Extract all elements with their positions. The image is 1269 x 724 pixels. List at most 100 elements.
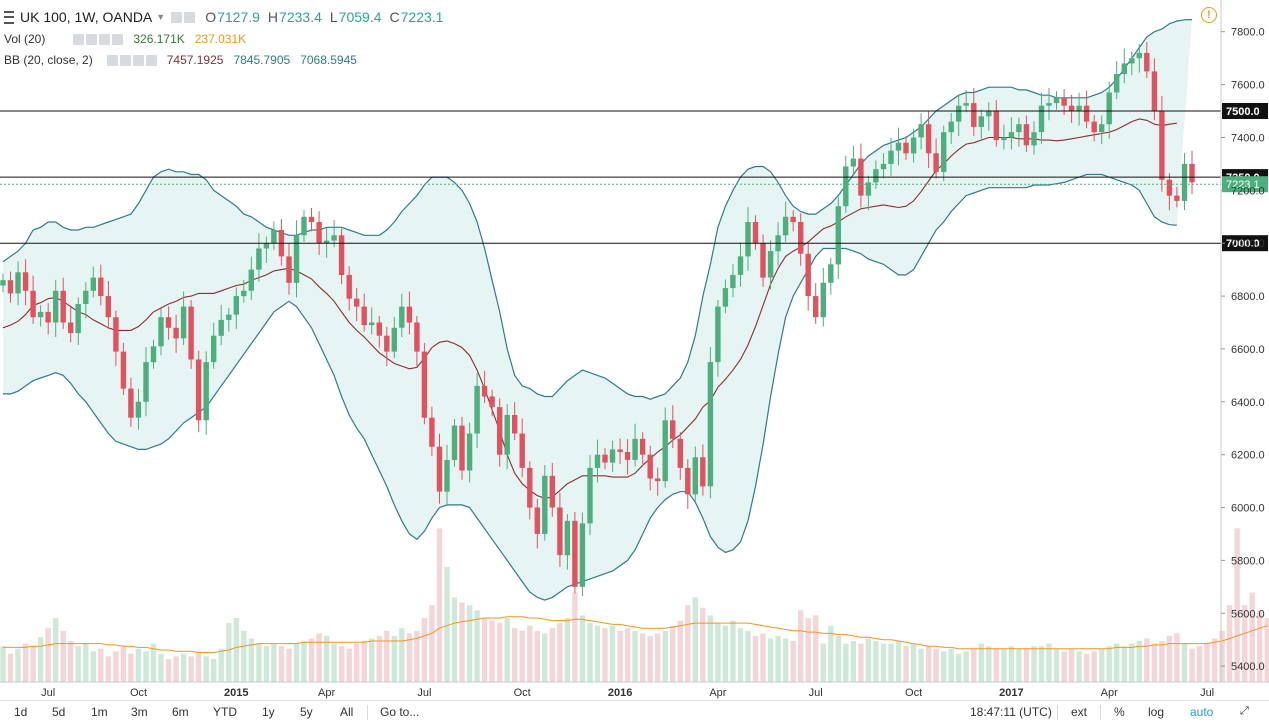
candle[interactable]	[572, 512, 577, 593]
level-label: 7500.0	[1226, 106, 1260, 118]
timeframe-3m[interactable]: 3m	[131, 705, 148, 719]
timeframe-ytd[interactable]: YTD	[213, 705, 237, 719]
candle-body	[8, 280, 13, 293]
settings-icon[interactable]	[184, 12, 195, 23]
candle-body	[286, 256, 291, 282]
auto-toggle[interactable]: auto	[1190, 705, 1213, 719]
volume-bar	[595, 626, 600, 682]
volume-bar	[986, 646, 991, 682]
timeframe-1m[interactable]: 1m	[91, 705, 108, 719]
log-toggle[interactable]: log	[1148, 705, 1164, 719]
candle-body	[918, 124, 923, 137]
settings-icon[interactable]	[120, 55, 131, 66]
timeframe-1y[interactable]: 1y	[262, 705, 275, 719]
candle[interactable]	[836, 198, 841, 279]
candle[interactable]	[813, 283, 818, 324]
candle-body	[1167, 180, 1172, 196]
volume-bar	[1107, 646, 1112, 682]
fullscreen-icon[interactable]: ⤢	[1240, 705, 1249, 718]
close-icon[interactable]	[112, 34, 123, 45]
candle-body	[437, 447, 442, 492]
volume-bar	[497, 623, 502, 682]
candle[interactable]	[188, 300, 193, 369]
candle[interactable]	[1189, 151, 1194, 194]
alert-icon[interactable]: !	[1201, 7, 1217, 23]
volume-bar	[211, 659, 216, 682]
candle[interactable]	[828, 258, 833, 295]
volume-bar	[550, 628, 555, 682]
menu-icon[interactable]	[4, 11, 14, 24]
volume-bar	[663, 631, 668, 682]
candle[interactable]	[452, 419, 457, 467]
candle-body	[572, 521, 577, 587]
candle-body	[38, 312, 43, 317]
candle-body	[1054, 98, 1059, 103]
candle-body	[136, 402, 141, 418]
volume-bar	[866, 639, 871, 683]
timeframe-all[interactable]: All	[340, 705, 353, 719]
timeframe-1d[interactable]: 1d	[14, 705, 27, 719]
timeframe-5d[interactable]: 5d	[52, 705, 65, 719]
remove-icon[interactable]	[99, 34, 110, 45]
volume-bar	[1009, 646, 1014, 682]
candle-body	[482, 386, 487, 397]
volume-bar	[580, 615, 585, 682]
candle-body	[1144, 53, 1149, 72]
candle[interactable]	[542, 465, 547, 541]
eye-icon[interactable]	[73, 34, 84, 45]
candle-body	[715, 307, 720, 363]
bb-indicator-name[interactable]: BB (20, close, 2)	[4, 53, 93, 67]
volume-bar	[1152, 644, 1157, 682]
bb-value-2: 7845.7905	[233, 53, 290, 67]
candle[interactable]	[708, 347, 713, 498]
candle-body	[1189, 164, 1194, 183]
candle-body	[903, 143, 908, 154]
eye-icon[interactable]	[171, 12, 182, 23]
volume-bar	[527, 626, 532, 682]
candle-body	[806, 254, 811, 296]
candle-body	[888, 151, 893, 164]
time-tick-label: 2015	[224, 687, 248, 699]
chevron-down-icon[interactable]: ▼	[156, 12, 165, 22]
ext-toggle[interactable]: ext	[1071, 705, 1087, 719]
percent-toggle[interactable]: %	[1114, 705, 1125, 719]
candle[interactable]	[204, 351, 209, 435]
goto-button[interactable]: Go to...	[380, 705, 419, 719]
candle[interactable]	[821, 268, 826, 327]
volume-bar	[903, 646, 908, 682]
settings-icon[interactable]	[86, 34, 97, 45]
volume-bar	[106, 656, 111, 682]
volume-bar	[542, 633, 547, 682]
timeframe-6m[interactable]: 6m	[172, 705, 189, 719]
volume-bar	[715, 623, 720, 682]
volume-bar	[384, 631, 389, 682]
close-icon[interactable]	[146, 55, 157, 66]
volume-bar	[196, 651, 201, 682]
volume-bar	[971, 649, 976, 682]
candle[interactable]	[196, 351, 201, 432]
volume-bar	[911, 644, 916, 682]
candle[interactable]	[309, 208, 314, 231]
candle[interactable]	[422, 343, 427, 424]
volume-bar	[738, 628, 743, 682]
candle[interactable]	[459, 417, 464, 480]
volume-bar	[881, 644, 886, 682]
candle[interactable]	[580, 513, 585, 597]
eye-icon[interactable]	[107, 55, 118, 66]
symbol-title[interactable]: UK 100, 1W, OANDA	[20, 9, 152, 25]
candle[interactable]	[1182, 153, 1187, 210]
remove-icon[interactable]	[133, 55, 144, 66]
vol-indicator-name[interactable]: Vol (20)	[4, 32, 45, 46]
volume-bar	[347, 649, 352, 682]
timeframe-5y[interactable]: 5y	[300, 705, 313, 719]
volume-bar	[264, 646, 269, 682]
clock-time[interactable]: 18:47:11 (UTC)	[970, 705, 1052, 719]
candle-body	[617, 449, 622, 452]
candle-body	[836, 206, 841, 264]
candle-body	[527, 468, 532, 508]
price-tick-label: 5600.0	[1231, 608, 1265, 620]
time-tick-label: Jul	[809, 687, 823, 699]
bb-indicator-row: BB (20, close, 2) 7457.1925 7845.7905 70…	[4, 51, 357, 69]
